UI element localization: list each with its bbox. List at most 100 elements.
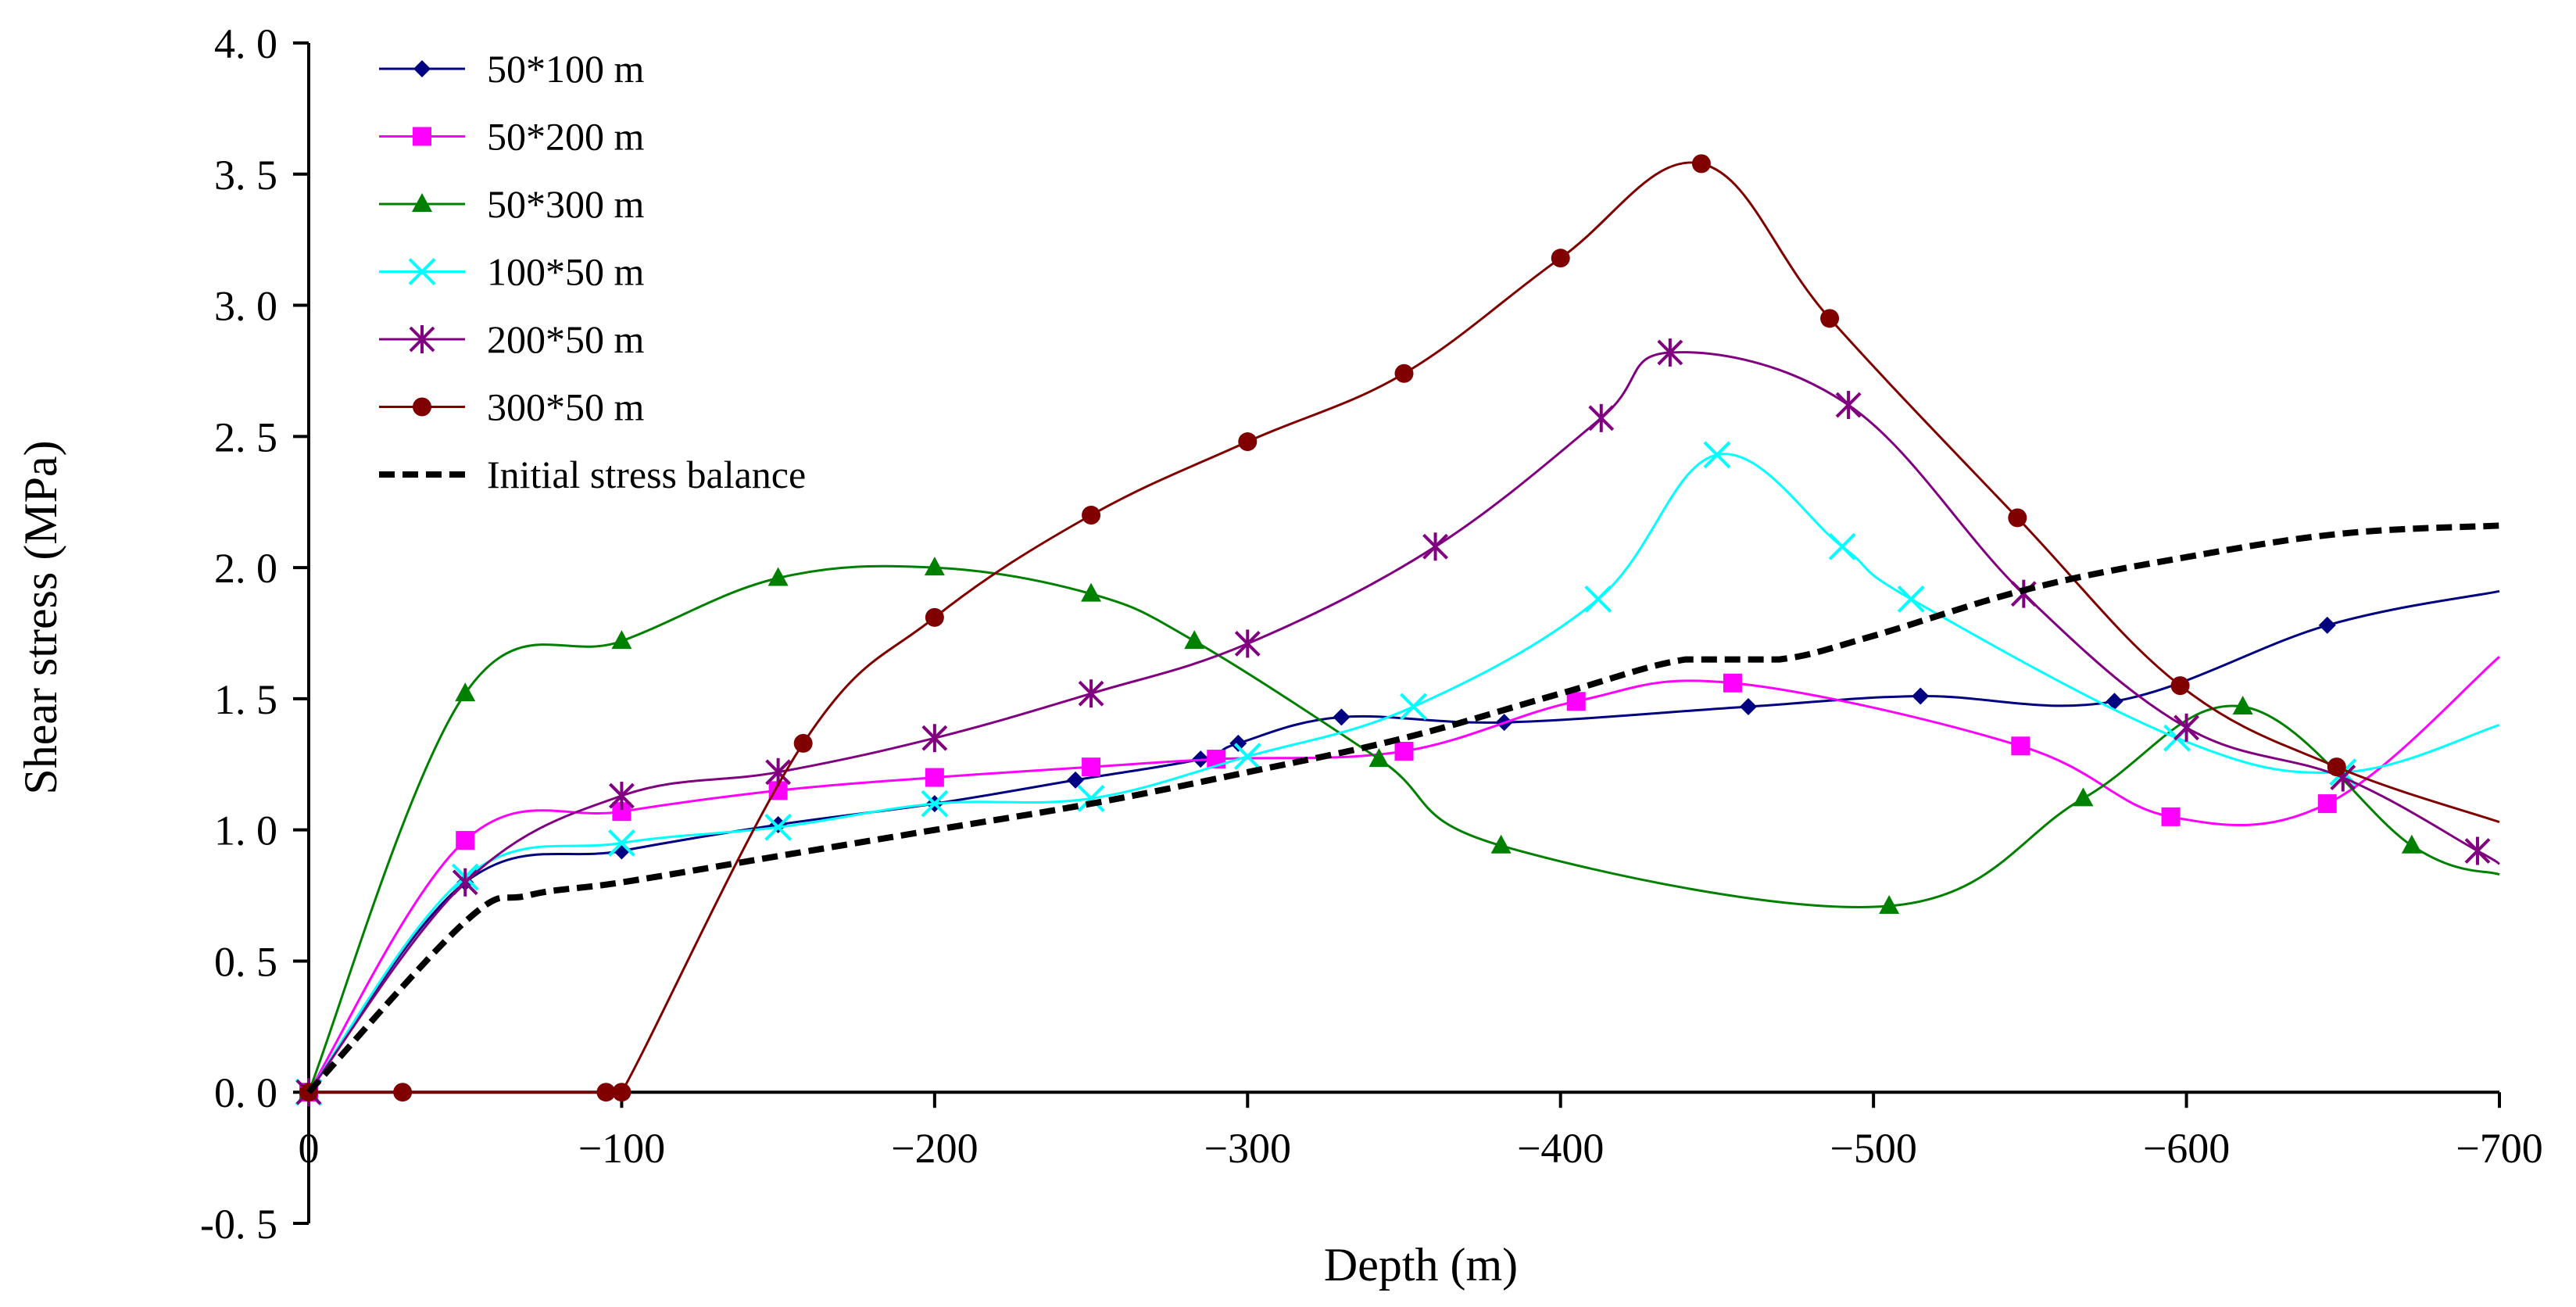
data-point (2010, 579, 2037, 608)
series-6 (306, 522, 2500, 1094)
marker-stroke (408, 258, 436, 285)
data-point (2008, 508, 2027, 528)
data-point (765, 757, 792, 786)
data-point (1081, 582, 1102, 602)
data-point (1820, 309, 1840, 328)
data-point (2327, 757, 2346, 777)
data-point (921, 790, 949, 818)
data-point (1828, 532, 1856, 560)
y-tick-label: 0. 5 (214, 938, 277, 985)
data-point (925, 607, 944, 627)
x-tick-label: 0 (299, 1125, 320, 1172)
data-point (1400, 693, 1427, 721)
x-tick-label: −300 (1204, 1125, 1291, 1172)
y-axis-title: Shear stress (MPa) (15, 440, 66, 794)
legend-item-5: 300*50 m (379, 385, 645, 429)
data-point (1490, 834, 1512, 854)
axes: -0. 5 0. 0 0. 5 1. 0 1. 5 2. 0 2. 5 3. 0 3. 5 4. … (200, 20, 2543, 1248)
marker-stroke (1077, 784, 1105, 812)
data-point (2106, 693, 2123, 711)
x-axis-title: Depth (m) (1324, 1239, 1518, 1291)
legend-marker (413, 60, 431, 77)
series-line (307, 564, 2500, 1093)
marker-stroke (608, 829, 635, 857)
data-point (769, 815, 787, 833)
data-point (611, 630, 632, 650)
legend-item-6: Initial stress balance (379, 453, 806, 496)
data-point (925, 768, 944, 787)
marker-stroke (1897, 585, 1925, 613)
data-point (1082, 506, 1101, 525)
data-point (455, 682, 476, 702)
y-tick-label: 1. 0 (214, 807, 277, 854)
legend-label: 200*50 m (487, 317, 645, 361)
data-point (2161, 807, 2181, 826)
data-point (612, 1083, 631, 1102)
legend-marker (413, 397, 431, 417)
data-point (596, 1083, 616, 1102)
data-point (1835, 391, 1862, 420)
legend-marker (413, 127, 431, 146)
series-2 (299, 557, 2500, 1101)
data-point (393, 1083, 413, 1102)
series-lines (295, 154, 2500, 1107)
data-point (452, 868, 478, 897)
x-tick-label: −600 (2143, 1125, 2230, 1172)
legend-item-1: 50*200 m (379, 115, 645, 159)
y-tick-label: 4. 0 (214, 20, 277, 67)
data-point (793, 733, 813, 753)
data-point (1333, 708, 1351, 726)
marker-stroke (1400, 693, 1427, 721)
x-tick-label: −200 (891, 1125, 978, 1172)
legend-marker (408, 258, 436, 285)
y-tick-label: 3. 5 (214, 152, 277, 199)
legend: 50*100 m 50*200 m 50*300 m 100*50 m 200*50 m… (379, 47, 806, 496)
legend-label: 300*50 m (487, 385, 645, 429)
data-point (1897, 585, 1925, 613)
legend-item-3: 100*50 m (379, 250, 645, 294)
y-tick-label: 0. 0 (214, 1069, 277, 1116)
data-point (1082, 757, 1101, 777)
y-tick-label: 1. 5 (214, 676, 277, 723)
marker-stroke (1584, 585, 1612, 613)
legend-label: Initial stress balance (487, 453, 806, 496)
marker-stroke (1828, 532, 1856, 560)
data-point (2318, 616, 2336, 634)
data-point (2073, 787, 2094, 807)
data-point (1723, 673, 1742, 693)
data-point (2464, 836, 2491, 865)
legend-label: 50*200 m (487, 115, 645, 159)
data-point (1234, 629, 1261, 658)
series-0 (300, 589, 2500, 1101)
marker-stroke (1233, 743, 1261, 771)
x-tick-label: −100 (578, 1125, 665, 1172)
data-point (2317, 794, 2337, 814)
data-point (456, 831, 475, 850)
data-point (1394, 742, 1414, 761)
series-4 (295, 338, 2500, 1107)
series-line (307, 453, 2500, 1094)
data-point (767, 567, 789, 586)
series-line (309, 161, 2500, 1094)
data-point (1394, 363, 1414, 383)
data-point (1703, 441, 1731, 469)
marker-stroke (764, 813, 792, 841)
data-point (2401, 834, 2422, 854)
data-point (1912, 687, 1930, 705)
marker-stroke (921, 790, 949, 818)
data-point (1584, 585, 1612, 613)
data-point (1067, 771, 1085, 789)
data-point (1566, 692, 1586, 711)
data-point (1739, 697, 1757, 715)
data-point (609, 782, 635, 811)
legend-label: 50*300 m (487, 182, 645, 226)
series-line (306, 522, 2500, 1094)
legend-item-4: 200*50 m (379, 317, 645, 361)
data-point (1233, 743, 1261, 771)
data-point (1077, 784, 1105, 812)
data-point (764, 813, 792, 841)
data-point (1184, 630, 1205, 650)
data-point (1229, 734, 1247, 752)
legend-item-0: 50*100 m (379, 47, 645, 91)
